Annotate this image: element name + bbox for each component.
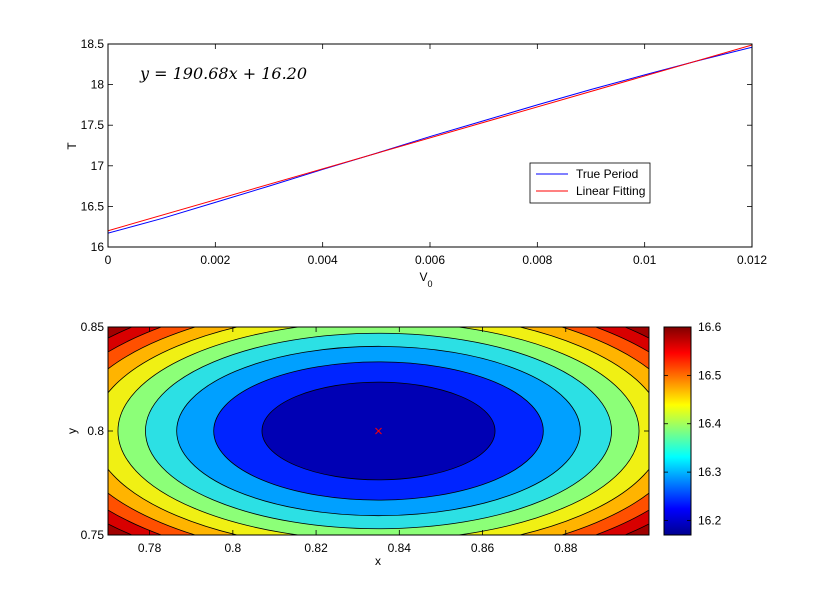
y-tick-label: 17.5 <box>81 118 105 132</box>
line-chart-ylabel: T <box>65 142 79 150</box>
contour-chart: 0.78 0.8 0.82 0.84 0.86 0.88 0.75 0.8 0.85 y x <box>65 320 650 568</box>
legend-label-true-period: True Period <box>576 167 638 181</box>
line-chart-xlabel: V0 <box>419 270 432 289</box>
line-chart-axes-box <box>107 43 753 248</box>
contour-chart-ticks: 0.78 0.8 0.82 0.84 0.86 0.88 0.75 0.8 0.85 <box>81 320 649 555</box>
contour-chart-xlabel: x <box>375 554 381 568</box>
y-tick-label: 16.5 <box>81 199 105 213</box>
colorbar-ticks: 16.2 16.3 16.4 16.5 16.6 <box>664 320 722 527</box>
series-line-linear-fitting <box>108 44 752 232</box>
y-tick-label: 0.8 <box>87 424 104 438</box>
legend: True Period Linear Fitting <box>529 162 651 204</box>
minimum-marker <box>375 427 382 435</box>
x-tick-label: 0.004 <box>308 253 338 267</box>
y-tick-label: 0.75 <box>81 528 105 542</box>
line-chart-plot-area <box>108 44 752 247</box>
x-tick-label: 0.006 <box>415 253 445 267</box>
colorbar-tick-label: 16.2 <box>698 513 722 527</box>
colorbar-gradient <box>663 326 692 536</box>
x-tick-label: 0 <box>105 253 112 267</box>
x-tick-label: 0.8 <box>225 541 242 555</box>
x-tick-label: 0.78 <box>138 541 162 555</box>
contour-chart-ylabel: y <box>65 428 79 434</box>
line-chart-xlabel-subscript: 0 <box>428 279 433 289</box>
x-tick-label: 0.88 <box>554 541 578 555</box>
x-tick-label: 0.002 <box>200 253 230 267</box>
colorbar: 16.2 16.3 16.4 16.5 16.6 <box>663 320 722 536</box>
y-tick-label: 0.85 <box>81 320 105 334</box>
legend-box <box>529 162 651 204</box>
x-tick-label: 0.84 <box>388 541 412 555</box>
line-chart: 0 0.002 0.004 0.006 0.008 0.01 0.012 16 16.5 17 17… <box>65 37 767 289</box>
fit-equation: y = 190.68x + 16.20 <box>139 64 307 83</box>
minimum-marker-stroke <box>375 427 382 435</box>
x-tick-label: 0.008 <box>522 253 552 267</box>
colorbar-tick-label: 16.4 <box>698 417 722 431</box>
colorbar-tick-label: 16.6 <box>698 320 722 334</box>
y-tick-label: 16 <box>91 240 105 254</box>
contour-chart-axes-box <box>107 326 650 536</box>
y-tick-label: 18.5 <box>81 37 105 51</box>
line-chart-ticks: 0 0.002 0.004 0.006 0.008 0.01 0.012 16 16.5 17 17… <box>81 37 768 267</box>
x-tick-label: 0.86 <box>471 541 495 555</box>
x-tick-label: 0.01 <box>633 253 657 267</box>
line-chart-xlabel-main: V <box>419 270 427 284</box>
y-tick-label: 17 <box>91 159 105 173</box>
x-tick-label: 0.012 <box>737 253 767 267</box>
colorbar-tick-label: 16.3 <box>698 465 722 479</box>
legend-label-linear-fitting: Linear Fitting <box>576 184 645 198</box>
colorbar-tick-label: 16.5 <box>698 368 722 382</box>
y-tick-label: 18 <box>91 78 105 92</box>
line-chart-series <box>108 44 752 234</box>
series-line-true-period <box>108 46 752 234</box>
x-tick-label: 0.82 <box>304 541 328 555</box>
